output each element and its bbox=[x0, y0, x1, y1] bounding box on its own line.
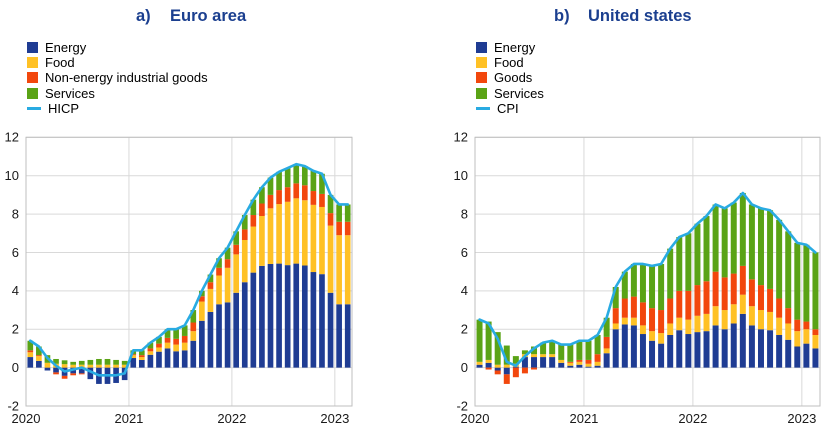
svg-text:2021: 2021 bbox=[569, 411, 598, 426]
svg-text:4: 4 bbox=[461, 283, 468, 298]
svg-text:2: 2 bbox=[461, 322, 468, 337]
svg-text:8: 8 bbox=[461, 206, 468, 221]
svg-text:0: 0 bbox=[461, 360, 468, 375]
svg-text:2020: 2020 bbox=[461, 411, 490, 426]
svg-text:2022: 2022 bbox=[678, 411, 707, 426]
svg-text:12: 12 bbox=[454, 130, 468, 145]
svg-text:6: 6 bbox=[461, 245, 468, 260]
svg-text:10: 10 bbox=[454, 168, 468, 183]
svg-text:2023: 2023 bbox=[787, 411, 816, 426]
